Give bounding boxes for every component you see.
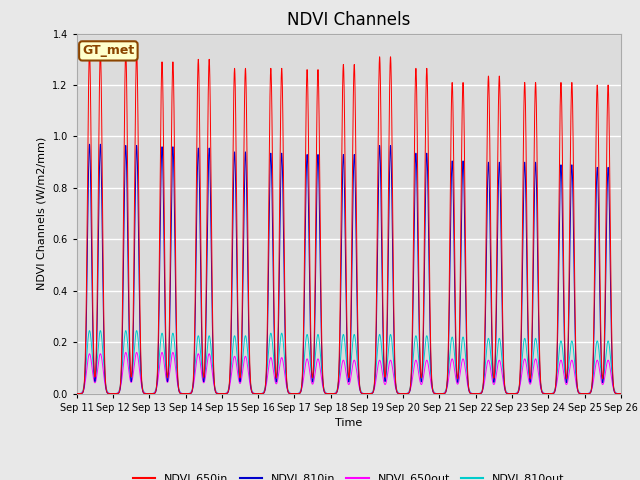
- Y-axis label: NDVI Channels (W/m2/mm): NDVI Channels (W/m2/mm): [37, 137, 47, 290]
- Legend: NDVI_650in, NDVI_810in, NDVI_650out, NDVI_810out: NDVI_650in, NDVI_810in, NDVI_650out, NDV…: [129, 469, 569, 480]
- Title: NDVI Channels: NDVI Channels: [287, 11, 410, 29]
- X-axis label: Time: Time: [335, 418, 362, 428]
- Text: GT_met: GT_met: [82, 44, 134, 58]
